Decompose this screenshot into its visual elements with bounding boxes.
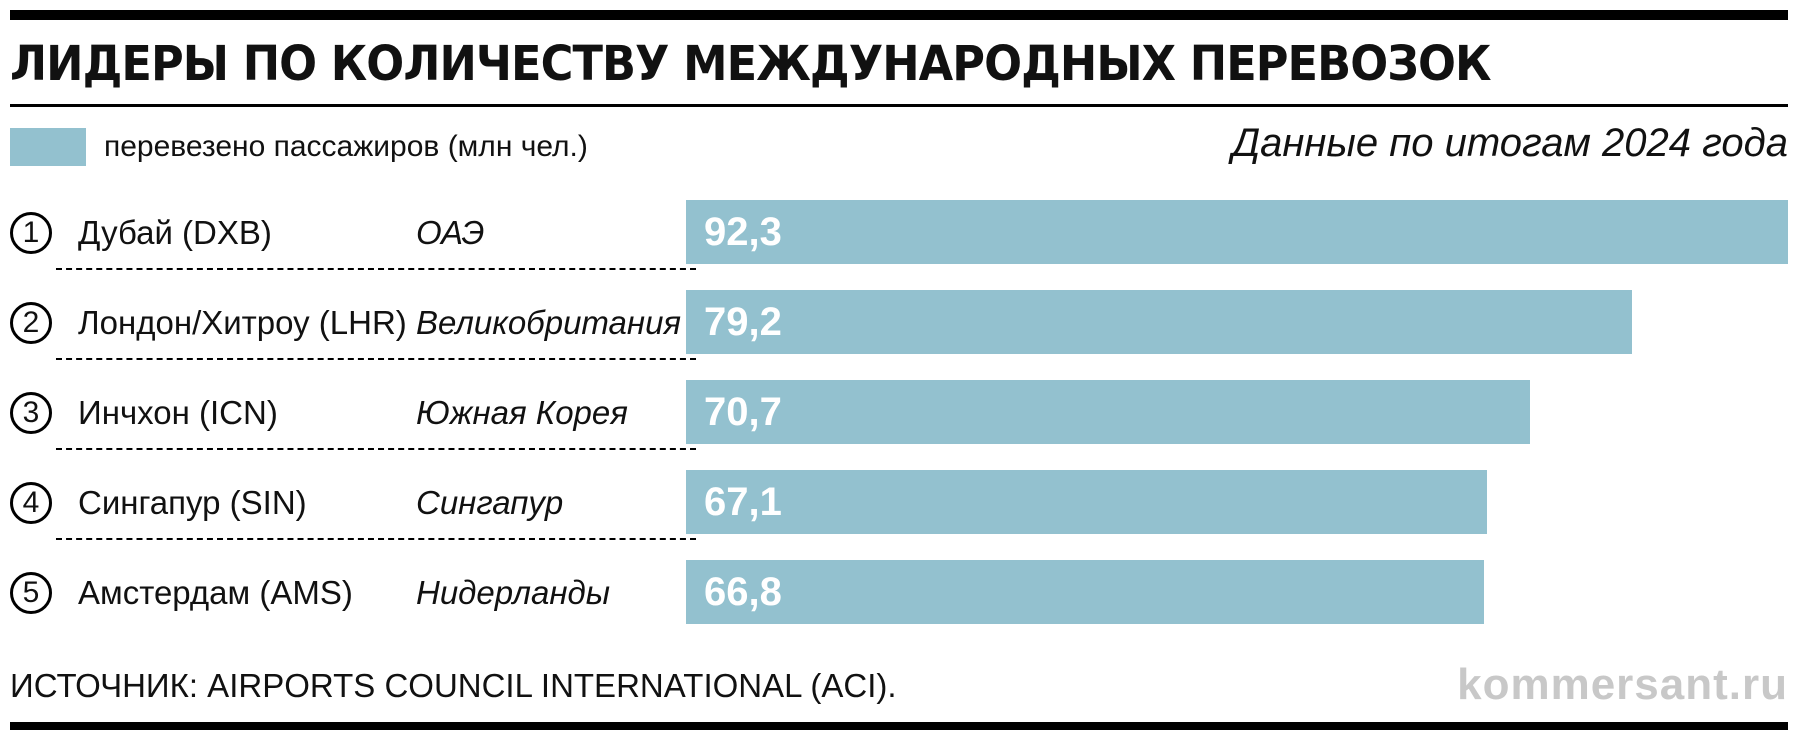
- bar-value-label: 79,2: [704, 300, 782, 344]
- country-label: ОАЭ: [416, 214, 485, 251]
- source-note: ИСТОЧНИК: AIRPORTS COUNCIL INTERNATIONAL…: [10, 667, 897, 704]
- rank-badge: 1: [10, 212, 52, 254]
- bar-value-label: 67,1: [704, 480, 782, 524]
- bar: 79,2: [686, 290, 1632, 354]
- chart-row: 3 Инчхон (ICN) Южная Корея 70,7: [0, 366, 1798, 456]
- airport-label: Амстердам (AMS): [78, 574, 353, 611]
- legend-label: перевезено пассажиров (млн чел.): [104, 130, 588, 163]
- bottom-rule: [10, 722, 1788, 730]
- top-rule: [10, 10, 1788, 20]
- country-label: Нидерланды: [416, 574, 611, 611]
- row-separator: [56, 538, 696, 540]
- bar: 66,8: [686, 560, 1484, 624]
- airport-label: Сингапур (SIN): [78, 484, 307, 521]
- brand-watermark: kommersant.ru: [1457, 660, 1788, 709]
- row-separator: [56, 268, 696, 270]
- chart-row: 1 Дубай (DXB) ОАЭ 92,3: [0, 186, 1798, 276]
- chart-row: 5 Амстердам (AMS) Нидерланды 66,8: [0, 546, 1798, 636]
- rank-badge: 5: [10, 572, 52, 614]
- country-label: Сингапур: [416, 484, 564, 521]
- legend-swatch: [10, 128, 86, 166]
- airport-label: Дубай (DXB): [78, 214, 272, 251]
- bar: 92,3: [686, 200, 1788, 264]
- rank-badge: 4: [10, 482, 52, 524]
- country-label: Южная Корея: [416, 394, 628, 431]
- chart-title: ЛИДЕРЫ ПО КОЛИЧЕСТВУ МЕЖДУНАРОДНЫХ ПЕРЕВ…: [10, 36, 1492, 92]
- airport-label: Инчхон (ICN): [78, 394, 278, 431]
- country-label: Великобритания: [416, 304, 682, 341]
- bar: 67,1: [686, 470, 1487, 534]
- title-rule: [10, 104, 1788, 107]
- bar-value-label: 66,8: [704, 570, 782, 614]
- chart-row: 4 Сингапур (SIN) Сингапур 67,1: [0, 456, 1798, 546]
- data-period-note: Данные по итогам 2024 года: [1232, 121, 1788, 165]
- chart-row: 2 Лондон/Хитроу (LHR) Великобритания 79,2: [0, 276, 1798, 366]
- rank-badge: 3: [10, 392, 52, 434]
- rank-badge: 2: [10, 302, 52, 344]
- bar-value-label: 92,3: [704, 210, 782, 254]
- bar-value-label: 70,7: [704, 390, 782, 434]
- airport-label: Лондон/Хитроу (LHR): [78, 304, 407, 341]
- row-separator: [56, 448, 696, 450]
- row-separator: [56, 358, 696, 360]
- bar: 70,7: [686, 380, 1530, 444]
